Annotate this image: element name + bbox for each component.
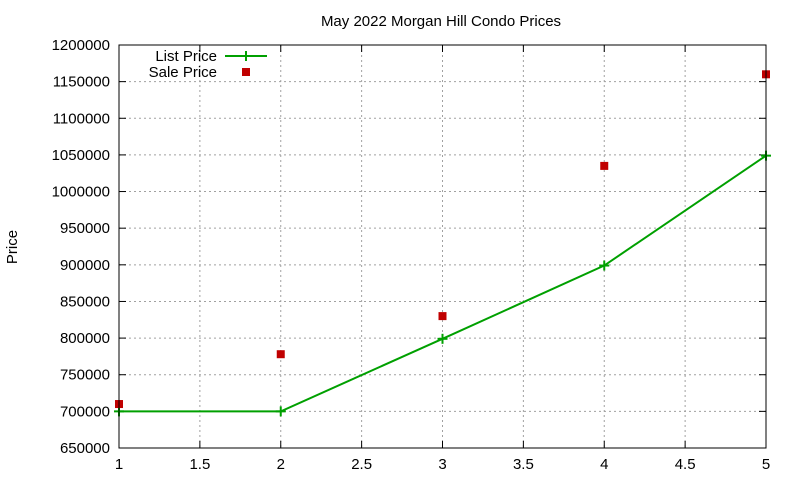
y-tick-label: 1000000 [52,184,110,201]
legend-entry: Sale Price [149,64,250,81]
y-tick-label: 800000 [60,330,110,347]
y-tick-label: 950000 [60,220,110,237]
data-series [114,70,771,417]
plot-frame [118,44,767,449]
x-tick-label: 5 [762,456,770,473]
series-line [119,154,767,413]
data-point [599,260,610,271]
data-point [600,161,609,170]
y-tick-label: 700000 [60,403,110,420]
x-tick-label: 2.5 [351,456,372,473]
x-tick-label: 3 [438,456,446,473]
y-tick-label: 750000 [60,367,110,384]
data-point [275,406,286,417]
data-point [438,312,447,321]
data-point [276,350,285,359]
x-tick-label: 2 [277,456,285,473]
legend-entry: List Price [155,48,267,65]
chart-title: May 2022 Morgan Hill Condo Prices [321,13,561,30]
data-point [437,333,448,344]
axis-ticks: 1 1.5 2 2.5 3 3.5 4 4.5 5 650000 700000 750000 80000… [52,37,771,473]
y-tick-label: 1100000 [53,110,110,127]
x-tick-label: 1.5 [189,456,210,473]
y-tick-label: 1200000 [52,37,110,54]
x-tick-label: 4 [600,456,608,473]
y-tick-label: 850000 [60,293,110,310]
y-tick-label: 1050000 [52,147,110,164]
y-axis-label: Price [4,230,21,264]
y-tick-label: 900000 [60,257,110,274]
grid [119,45,766,448]
legend-square-swatch [242,68,250,76]
x-tick-label: 3.5 [513,456,534,473]
y-tick-label: 1150000 [53,74,110,91]
y-tick-label: 650000 [60,440,110,457]
x-tick-label: 4.5 [675,456,696,473]
legend-label: Sale Price [149,64,217,81]
x-tick-label: 1 [115,456,123,473]
legend-label: List Price [155,48,217,65]
